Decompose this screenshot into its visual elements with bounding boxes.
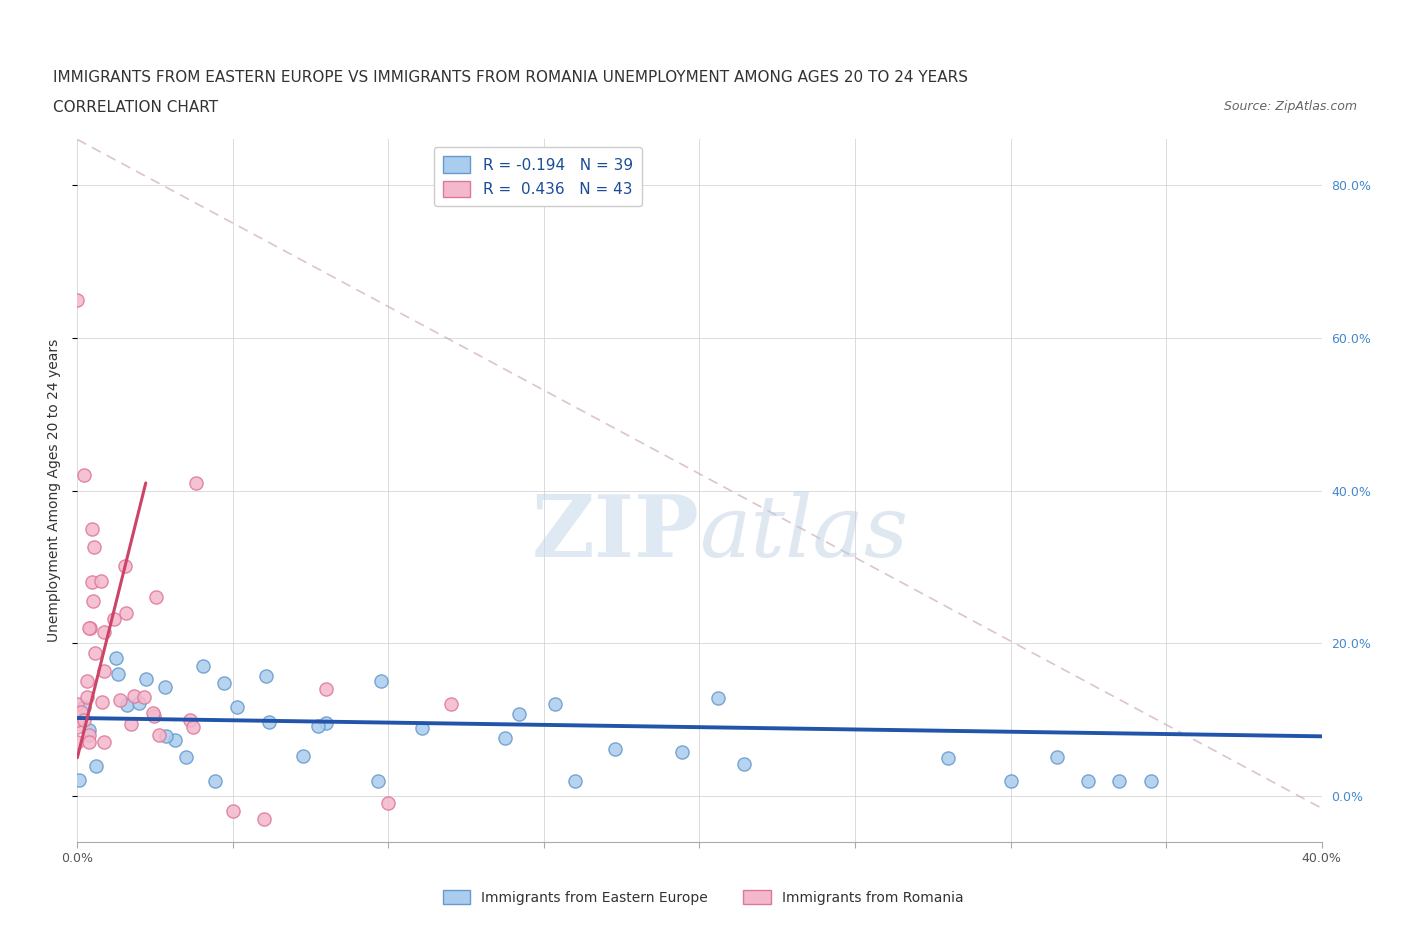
Point	[1108, 773, 1130, 788]
Point	[204, 773, 226, 788]
Point	[315, 715, 337, 730]
Point	[564, 773, 586, 788]
Point	[257, 714, 280, 729]
Point	[66, 292, 89, 307]
Point	[66, 720, 89, 735]
Point	[93, 735, 115, 750]
Point	[122, 688, 145, 703]
Point	[90, 574, 112, 589]
Point	[128, 696, 150, 711]
Point	[82, 593, 104, 608]
Point	[70, 704, 93, 719]
Point	[155, 729, 177, 744]
Point	[66, 712, 89, 727]
Point	[73, 712, 96, 727]
Point	[107, 666, 129, 681]
Point	[377, 796, 399, 811]
Point	[1000, 773, 1022, 788]
Point	[76, 689, 98, 704]
Point	[76, 674, 98, 689]
Point	[153, 680, 176, 695]
Point	[440, 697, 463, 711]
Point	[411, 721, 433, 736]
Point	[83, 645, 105, 660]
Y-axis label: Unemployment Among Ages 20 to 24 years: Unemployment Among Ages 20 to 24 years	[46, 339, 60, 643]
Text: Source: ZipAtlas.com: Source: ZipAtlas.com	[1223, 100, 1357, 113]
Point	[66, 697, 89, 711]
Point	[370, 674, 392, 689]
Point	[79, 735, 101, 750]
Point	[214, 675, 236, 690]
Point	[494, 730, 516, 745]
Text: IMMIGRANTS FROM EASTERN EUROPE VS IMMIGRANTS FROM ROMANIA UNEMPLOYMENT AMONG AGE: IMMIGRANTS FROM EASTERN EUROPE VS IMMIGR…	[53, 70, 969, 85]
Point	[165, 733, 187, 748]
Point	[1046, 750, 1069, 764]
Point	[84, 759, 107, 774]
Point	[83, 540, 105, 555]
Point	[66, 735, 89, 750]
Point	[115, 605, 138, 620]
Point	[142, 709, 165, 724]
Point	[72, 468, 94, 483]
Point	[603, 741, 626, 756]
Point	[225, 699, 247, 714]
Point	[82, 575, 104, 590]
Point	[77, 620, 100, 635]
Point	[67, 772, 90, 787]
Point	[115, 698, 138, 712]
Legend: R = -0.194   N = 39, R =  0.436   N = 43: R = -0.194 N = 39, R = 0.436 N = 43	[433, 147, 641, 206]
Text: CORRELATION CHART: CORRELATION CHART	[53, 100, 218, 114]
Point	[103, 612, 125, 627]
Point	[108, 692, 131, 707]
Point	[174, 750, 197, 764]
Point	[671, 745, 693, 760]
Point	[141, 706, 163, 721]
Point	[191, 658, 214, 673]
Point	[1139, 773, 1161, 788]
Point	[733, 757, 755, 772]
Point	[184, 475, 207, 490]
Point	[93, 625, 115, 640]
Point	[222, 804, 245, 818]
Point	[315, 682, 337, 697]
Point	[93, 663, 115, 678]
Point	[1077, 773, 1099, 788]
Point	[253, 811, 276, 826]
Point	[292, 749, 315, 764]
Point	[707, 691, 730, 706]
Point	[254, 668, 277, 683]
Text: ZIP: ZIP	[531, 491, 700, 575]
Point	[82, 522, 104, 537]
Point	[181, 720, 204, 735]
Point	[120, 716, 142, 731]
Point	[73, 699, 96, 714]
Point	[114, 558, 136, 573]
Point	[132, 690, 155, 705]
Point	[135, 671, 157, 686]
Point	[938, 751, 960, 766]
Text: atlas: atlas	[700, 491, 908, 574]
Point	[79, 727, 101, 742]
Legend: Immigrants from Eastern Europe, Immigrants from Romania: Immigrants from Eastern Europe, Immigran…	[437, 884, 969, 910]
Point	[91, 695, 114, 710]
Point	[79, 620, 101, 635]
Point	[79, 723, 101, 737]
Point	[148, 727, 170, 742]
Point	[544, 697, 567, 711]
Point	[508, 707, 530, 722]
Point	[179, 712, 201, 727]
Point	[307, 719, 329, 734]
Point	[105, 651, 128, 666]
Point	[145, 590, 167, 604]
Point	[367, 773, 389, 788]
